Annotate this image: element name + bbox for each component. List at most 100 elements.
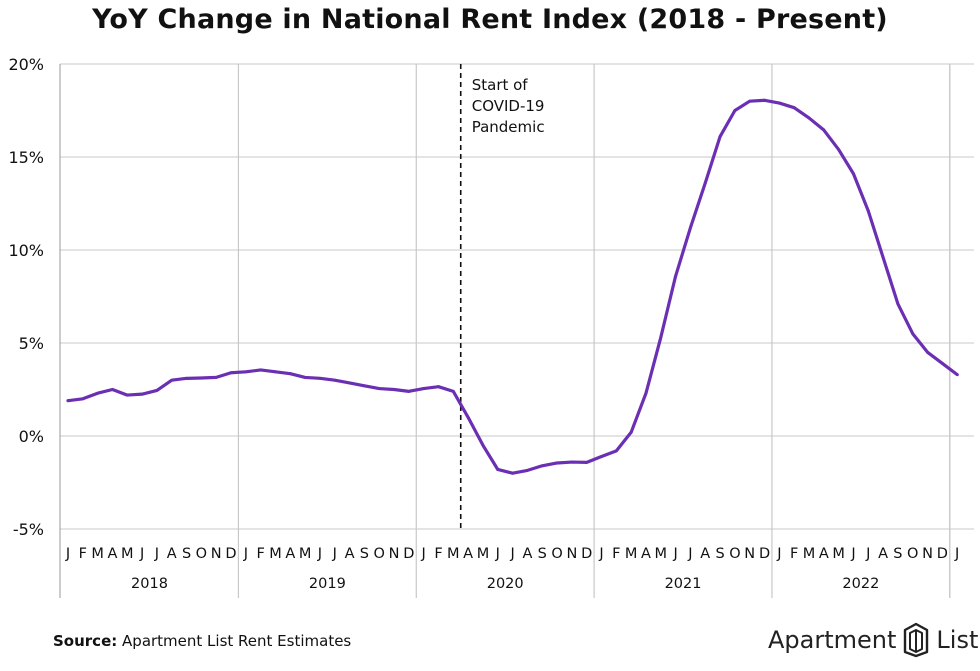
y-tick-label: 20% (8, 55, 44, 74)
data-point (111, 388, 114, 391)
data-point (422, 387, 426, 390)
data-point (644, 391, 648, 395)
month-tick-label: D (225, 546, 236, 562)
source-text: Apartment List Rent Estimates (122, 632, 352, 650)
data-point (451, 389, 455, 393)
month-tick-label: M (447, 546, 460, 562)
month-tick-label: M (121, 546, 134, 562)
month-tick-label: J (672, 546, 677, 562)
data-point (674, 274, 678, 278)
y-tick-label: 15% (8, 148, 44, 167)
brand-word-list: List (936, 626, 979, 654)
data-point (733, 109, 737, 112)
month-tick-label: D (937, 546, 948, 562)
month-tick-label: J (598, 546, 603, 562)
month-tick-label: M (803, 546, 816, 562)
data-point (926, 350, 929, 354)
month-tick-label: O (551, 546, 562, 562)
data-point (303, 376, 307, 379)
annotation: Start of COVID-19 Pandemic (459, 64, 545, 529)
month-tick-label: F (434, 546, 442, 562)
month-tick-label: A (522, 546, 532, 562)
data-point (392, 388, 396, 391)
series-layer (66, 98, 959, 475)
data-point (763, 98, 766, 102)
month-tick-label: M (477, 546, 490, 562)
data-point (155, 389, 159, 392)
month-tick-label: F (79, 546, 87, 562)
month-tick-label: J (154, 546, 159, 562)
month-tick-label: D (581, 546, 592, 562)
data-point (555, 461, 559, 465)
month-tick-label: A (345, 546, 355, 562)
month-tick-label: A (878, 546, 888, 562)
data-point (259, 368, 263, 372)
data-point (866, 209, 870, 213)
data-point (377, 387, 381, 390)
month-tick-label: S (182, 546, 191, 562)
month-tick-label: O (907, 546, 918, 562)
year-label: 2021 (665, 576, 702, 592)
annotation-text: Pandemic (472, 118, 545, 136)
data-point (288, 372, 292, 376)
month-tick-label: A (167, 546, 177, 562)
data-point (496, 468, 500, 471)
year-label: 2019 (309, 576, 346, 592)
data-point (199, 376, 203, 380)
month-tick-label: M (655, 546, 668, 562)
month-tick-label: M (625, 546, 638, 562)
month-tick-label: M (832, 546, 845, 562)
annotation-text: Start of (472, 76, 529, 94)
month-tick-label: J (509, 546, 514, 562)
year-label: 2018 (131, 576, 168, 592)
data-point (852, 172, 855, 176)
data-point (333, 378, 337, 382)
month-tick-label: A (819, 546, 829, 562)
apartment-list-logo-icon (904, 622, 929, 658)
data-point (955, 373, 959, 377)
month-tick-label: D (759, 546, 770, 562)
month-tick-label: M (299, 546, 312, 562)
month-tick-label: J (139, 546, 144, 562)
month-tick-label: M (91, 546, 104, 562)
data-point (777, 101, 781, 105)
data-point (911, 332, 915, 336)
data-point (837, 148, 841, 151)
data-point (81, 397, 85, 401)
data-point (614, 449, 618, 453)
month-tick-label: O (196, 546, 207, 562)
month-tick-label: N (389, 546, 400, 562)
month-tick-label: O (374, 546, 385, 562)
month-tick-label: N (211, 546, 222, 562)
data-point (807, 116, 811, 120)
data-point (274, 370, 277, 374)
month-tick-label: J (687, 546, 692, 562)
data-point (718, 135, 722, 138)
chart-title: YoY Change in National Rent Index (2018 … (92, 4, 888, 35)
grid-lines (59, 63, 974, 598)
data-point (600, 455, 603, 458)
annotation-text: COVID-19 (472, 97, 545, 115)
data-point (881, 256, 885, 259)
year-label: 2020 (487, 576, 524, 592)
month-tick-label: N (744, 546, 755, 562)
data-point (896, 302, 900, 306)
data-point (481, 443, 485, 447)
data-point (526, 469, 529, 472)
month-tick-label: J (243, 546, 248, 562)
data-point (511, 471, 514, 475)
month-tick-label: D (403, 546, 414, 562)
data-point (140, 392, 144, 396)
month-tick-label: J (850, 546, 855, 562)
data-point (629, 430, 633, 434)
data-point (244, 370, 248, 374)
month-tick-label: F (790, 546, 798, 562)
month-tick-label: J (65, 546, 70, 562)
y-tick-label: 0% (19, 427, 44, 446)
month-tick-label: J (421, 546, 426, 562)
data-point (585, 461, 589, 464)
data-point (703, 181, 707, 185)
month-tick-label: A (463, 546, 473, 562)
data-point (659, 336, 663, 339)
data-point (689, 226, 692, 230)
